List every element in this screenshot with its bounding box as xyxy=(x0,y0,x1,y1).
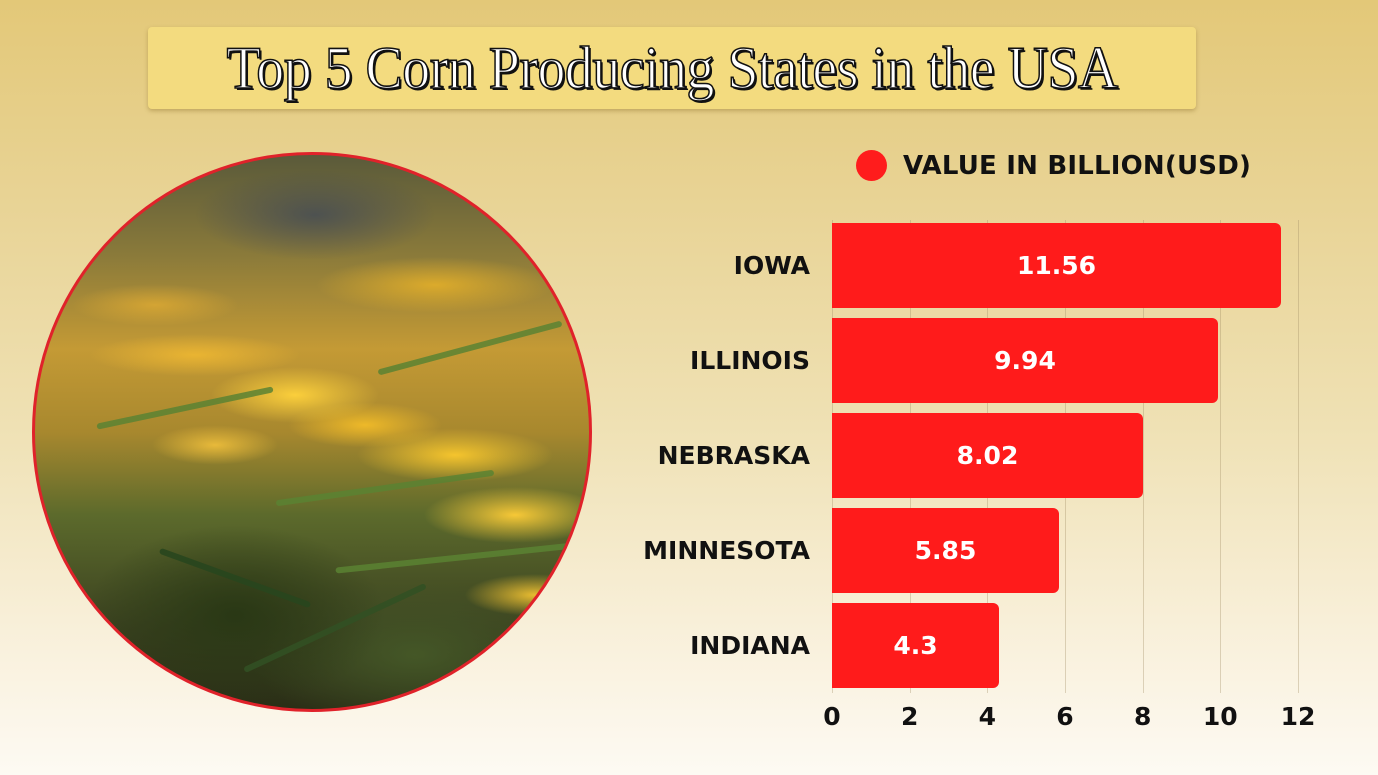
category-label: INDIANA xyxy=(690,631,810,660)
husk-decoration xyxy=(377,320,563,376)
husk-decoration xyxy=(96,386,274,430)
bar-illinois: 9.94 xyxy=(832,318,1218,403)
bar-nebraska: 8.02 xyxy=(832,413,1143,498)
corn-photo xyxy=(32,152,592,712)
bar-indiana: 4.3 xyxy=(832,603,999,688)
husk-decoration xyxy=(275,469,495,507)
x-tick-label: 2 xyxy=(900,702,919,731)
husk-decoration xyxy=(243,583,427,673)
legend-label: VALUE IN BILLION(USD) xyxy=(903,150,1252,181)
husk-decoration xyxy=(158,547,312,609)
chart-legend: VALUE IN BILLION(USD) xyxy=(856,150,1251,181)
legend-dot-icon xyxy=(856,150,887,181)
bar-value-label: 4.3 xyxy=(893,631,938,660)
bar-value-label: 9.94 xyxy=(994,346,1056,375)
husk-decoration xyxy=(335,542,575,574)
bar-value-label: 8.02 xyxy=(956,441,1019,470)
category-label: IOWA xyxy=(733,251,810,280)
x-tick-label: 12 xyxy=(1280,702,1316,731)
category-label: MINNESOTA xyxy=(643,536,810,565)
x-tick-label: 8 xyxy=(1133,702,1152,731)
bar-value-label: 11.56 xyxy=(1016,251,1097,280)
gridline xyxy=(1298,220,1299,693)
x-tick-label: 4 xyxy=(978,702,996,731)
gridline xyxy=(1220,220,1222,693)
x-tick-label: 6 xyxy=(1056,702,1074,731)
gridline xyxy=(1142,220,1144,693)
category-label: NEBRASKA xyxy=(657,441,810,470)
bar-value-label: 5.85 xyxy=(914,536,977,565)
bar-minnesota: 5.85 xyxy=(832,508,1059,593)
bar-iowa: 11.56 xyxy=(832,223,1281,308)
bar-chart: IOWA 11.56 ILLINOIS 9.94 NEBRASKA 8.02 M… xyxy=(610,215,1350,735)
page-title: Top 5 Corn Producing States in the USA xyxy=(226,35,1119,101)
x-tick-label: 0 xyxy=(823,702,841,731)
title-banner: Top 5 Corn Producing States in the USA xyxy=(148,27,1196,109)
category-label: ILLINOIS xyxy=(690,346,810,375)
x-tick-label: 10 xyxy=(1202,702,1238,731)
